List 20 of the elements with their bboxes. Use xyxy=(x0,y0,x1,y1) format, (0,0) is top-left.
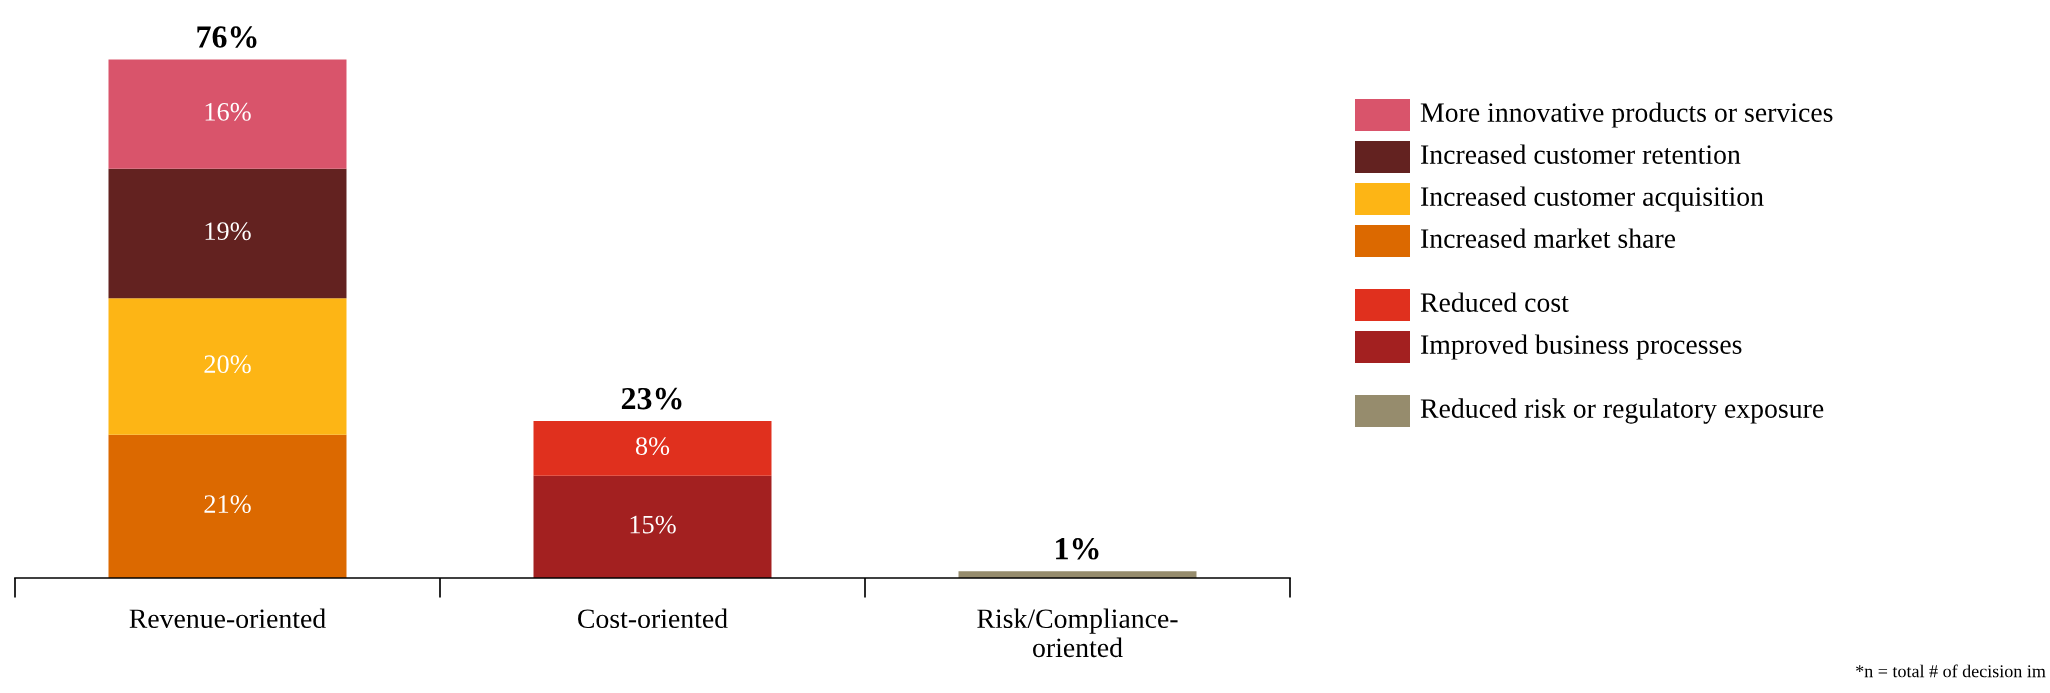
x-tick-label: Risk/Compliance- oriented xyxy=(977,608,1178,658)
total-label: 1% xyxy=(1056,537,1099,560)
legend-label: Improved business processes xyxy=(1421,334,1742,360)
legend-label: Increased customer acquisition xyxy=(1421,186,1764,212)
legend-label: Increased market share xyxy=(1421,228,1676,248)
data-label: 16% xyxy=(205,102,251,121)
legend-label: More innovative products or services xyxy=(1420,102,1833,128)
data-label: 8% xyxy=(635,437,670,456)
legend-label: Increased customer retention xyxy=(1421,144,1741,164)
data-label: 20% xyxy=(204,355,251,374)
x-tick-label: Revenue-oriented xyxy=(129,608,326,629)
total-label: 23% xyxy=(621,387,682,410)
data-label: 15% xyxy=(630,515,676,534)
legend-label: Reduced risk or regulatory exposure xyxy=(1420,398,1824,424)
total-label: 76% xyxy=(197,26,257,48)
x-tick-label: Cost-oriented xyxy=(578,608,728,629)
text: *n = total # of decision im xyxy=(1856,664,2046,678)
data-label: 19% xyxy=(205,222,251,241)
legend-label: Reduced cost xyxy=(1420,292,1569,312)
data-label: 21% xyxy=(204,495,251,514)
